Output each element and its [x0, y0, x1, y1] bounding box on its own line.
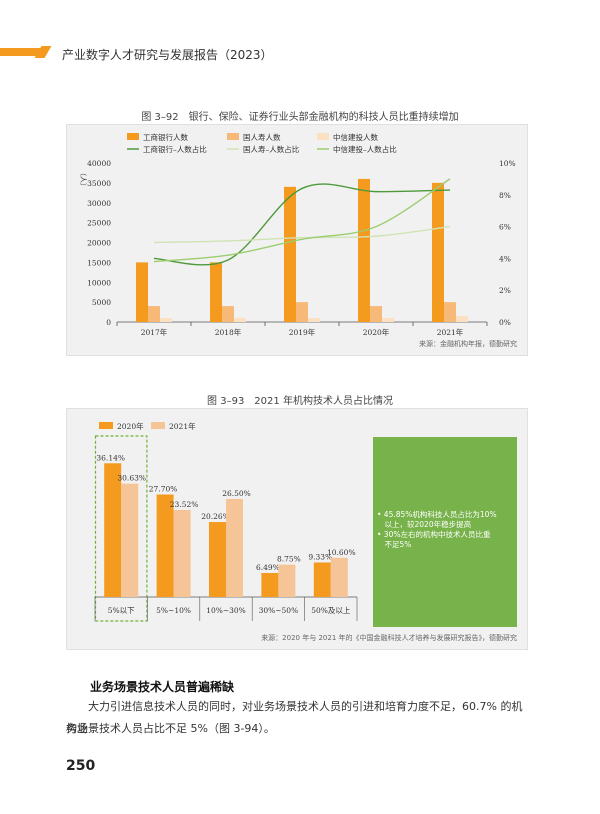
- y-tick-label: 25000: [87, 219, 111, 228]
- series-line-2: [153, 178, 451, 263]
- y-right-tick-label: 2%: [499, 286, 511, 295]
- bar-2: [160, 318, 172, 322]
- paragraph-line-1: 大力引进信息技术人员的同时，对业务场景技术人员的引进和培育力度不足，60.7% …: [66, 700, 523, 735]
- bar-2021年: [330, 557, 348, 597]
- bar-2: [382, 318, 394, 322]
- legend-label: 2020年: [117, 421, 144, 431]
- legend-swatch: [151, 422, 165, 429]
- x-tick-label: 50%及以上: [311, 606, 351, 615]
- bar-1: [370, 306, 382, 322]
- bar-2: [308, 318, 320, 322]
- bar-2: [234, 318, 246, 322]
- page-number: 250: [66, 758, 96, 774]
- paragraph-line-2: 务场景技术人员占比不足 5%（图 3-94）。: [66, 722, 275, 735]
- y-tick-label: 10000: [87, 278, 111, 287]
- figure-3-92-caption: 图 3–92 银行、保险、证券行业头部金融机构的科技人员比重持续增加: [141, 112, 459, 123]
- legend-swatch: [227, 133, 239, 140]
- x-tick-label: 2018年: [215, 327, 242, 337]
- series-line-0: [153, 183, 451, 266]
- x-tick-label: 10%~30%: [206, 606, 246, 615]
- figure-3-92-panel: 工商银行人数 国人寿人数 中信建投人数工商银行–人数占比 国人寿–人数占比 中信建投–人…: [66, 124, 528, 356]
- x-tick-label: 2019年: [289, 327, 316, 337]
- summary-note-line-3: • 30%左右的机构中技术人员比重: [377, 530, 491, 539]
- data-label: 9.33%: [308, 552, 332, 561]
- data-label: 10.60%: [327, 548, 356, 557]
- bar-1: [222, 306, 234, 322]
- header-accent-bar: [0, 48, 44, 56]
- y-right-tick-label: 10%: [499, 159, 516, 168]
- running-header-title: 产业数字人才研究与发展报告（2023）: [62, 48, 273, 62]
- summary-note-line-4: 不足5%: [377, 540, 412, 549]
- bar-0: [432, 182, 444, 322]
- data-label: 6.49%: [256, 563, 280, 572]
- figure-3-92-source: 来源：金融机构年报，德勤研究: [419, 340, 517, 348]
- y-right-tick-label: 0%: [499, 318, 511, 327]
- figure-3-93-caption: 图 3–93 2021 年机构技术人员占比情况: [207, 396, 393, 407]
- bar-2020年: [104, 463, 122, 597]
- bar-1: [148, 306, 160, 322]
- legend-label: 工商银行人数: [143, 132, 188, 142]
- section-heading: 业务场景技术人员普遍稀缺: [90, 680, 235, 694]
- data-label: 36.14%: [96, 453, 125, 462]
- bar-2021年: [121, 483, 139, 597]
- summary-note-line-1: • 45.85%机构科技人员占比为10%: [377, 510, 497, 519]
- bar-2: [456, 316, 468, 322]
- bar-0: [284, 186, 296, 322]
- legend-label: 工商银行–人数占比: [143, 144, 207, 154]
- y-tick-label: 5000: [92, 298, 111, 307]
- bar-0: [136, 262, 148, 322]
- y-tick-label: 30000: [87, 199, 111, 208]
- legend-label: 国人寿人数: [243, 132, 281, 142]
- bar-2020年: [313, 562, 331, 597]
- legend-swatch: [317, 133, 329, 140]
- y-right-tick-label: 4%: [499, 254, 511, 263]
- x-tick-label: 5%~10%: [156, 606, 191, 615]
- legend-label: 2021年: [169, 421, 196, 431]
- legend-swatch: [127, 133, 139, 140]
- data-label: 23.52%: [170, 500, 199, 509]
- bar-2020年: [209, 522, 226, 597]
- data-label: 27.70%: [149, 485, 178, 494]
- y-tick-label: 0: [106, 318, 111, 327]
- x-tick-label: 2020年: [363, 327, 390, 337]
- legend-swatch: [99, 422, 113, 429]
- bar-2021年: [226, 498, 243, 597]
- bar-0: [358, 178, 370, 322]
- bar-2020年: [261, 572, 279, 597]
- data-label: 26.50%: [222, 489, 251, 498]
- figure-3-93-chart: 2020年 2021年 36.14% 30.63% 5%以下 27.70% 23.52% 5%…: [94, 421, 358, 622]
- highlight-box: [94, 435, 148, 622]
- legend-label: 中信建投人数: [333, 132, 378, 142]
- x-tick-label: 5%以下: [108, 606, 135, 615]
- y-axis-unit-label: （人）: [79, 169, 87, 190]
- legend-label: 国人寿–人数占比: [243, 144, 300, 154]
- bar-1: [444, 302, 456, 322]
- figure-3-93-source: 来源：2020 年与 2021 年的《中国金融科技人才培养与发展研究报告》，德勤…: [261, 634, 517, 642]
- x-tick-label: 2021年: [437, 327, 464, 337]
- summary-note-box: [373, 437, 517, 627]
- data-label: 20.26%: [201, 512, 230, 521]
- bar-2021年: [278, 564, 296, 597]
- bar-0: [210, 262, 222, 322]
- y-tick-label: 35000: [87, 179, 111, 188]
- y-right-tick-label: 8%: [499, 191, 511, 200]
- x-tick-label: 30%~50%: [259, 606, 299, 615]
- y-tick-label: 20000: [87, 239, 111, 248]
- series-line-1: [153, 225, 451, 244]
- data-label: 8.75%: [277, 555, 301, 564]
- bar-2021年: [173, 509, 191, 597]
- y-right-tick-label: 6%: [499, 223, 511, 232]
- summary-note-line-2: 以上，较2020年稳步提高: [377, 520, 472, 529]
- y-tick-label: 15000: [87, 258, 111, 267]
- bar-2020年: [156, 494, 174, 597]
- bar-1: [296, 302, 308, 322]
- legend-label: 中信建投–人数占比: [333, 144, 397, 154]
- figure-3-93-panel: 2020年 2021年 36.14% 30.63% 5%以下 27.70% 23.52% 5%…: [66, 408, 528, 650]
- y-tick-label: 40000: [87, 159, 111, 168]
- data-label: 30.63%: [117, 474, 146, 483]
- x-tick-label: 2017年: [141, 327, 168, 337]
